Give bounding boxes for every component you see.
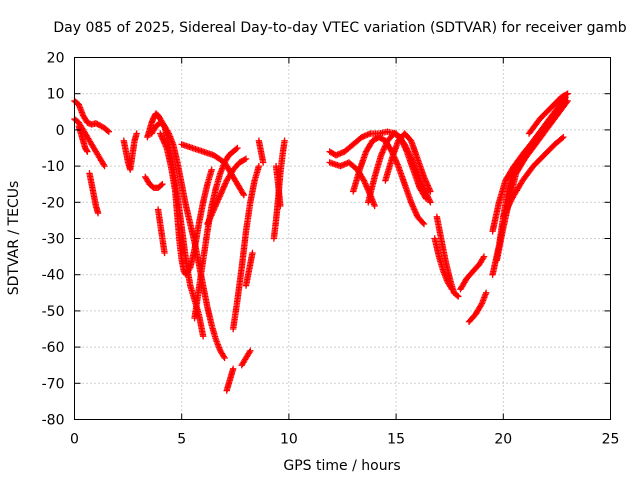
y-tick-label: 0 (56, 123, 65, 139)
data-point (239, 190, 247, 197)
y-axis-label: SDTVAR / TECUs (6, 181, 22, 296)
data-point (359, 176, 367, 183)
data-point (241, 156, 248, 163)
data-point (208, 166, 215, 173)
data-point (220, 353, 227, 360)
data-point (564, 97, 571, 105)
data-point (94, 209, 102, 217)
data-point (426, 197, 433, 205)
data-point (229, 365, 237, 373)
axis-ticks: 0 5 10 15 20 25 20 10 0 -10 -20 -30 -40 -50 -60 -70 -80 (42, 51, 620, 448)
data-point (92, 120, 100, 127)
data-point (502, 209, 509, 216)
data-point (259, 159, 267, 166)
data-point (482, 289, 490, 296)
x-axis-label: GPS time / hours (283, 458, 400, 474)
data-point (255, 162, 263, 170)
data-point (133, 130, 140, 137)
data-point (94, 120, 101, 128)
chart-title: Day 085 of 2025, Sidereal Day-to-day VTE… (53, 20, 626, 36)
y-tick-label: -30 (42, 232, 65, 248)
data-point (158, 181, 165, 189)
data-point (502, 208, 510, 215)
data-point (420, 220, 428, 228)
data-point (448, 285, 456, 293)
data-point (506, 199, 514, 207)
data-point (247, 347, 254, 354)
data-point (480, 253, 488, 260)
y-tick-label: 10 (47, 87, 65, 103)
data-point (427, 188, 434, 195)
data-point (281, 137, 288, 144)
data-point (477, 301, 485, 309)
data-point (83, 147, 90, 154)
data-point (427, 199, 434, 206)
y-tick-label: -40 (42, 268, 65, 284)
x-tick-label: 0 (70, 432, 79, 448)
data-point (422, 194, 429, 201)
y-tick-label: -60 (42, 340, 65, 356)
x-tick-label: 15 (387, 432, 405, 448)
data-point (425, 196, 433, 203)
data-point (104, 127, 111, 135)
data-point (186, 265, 193, 273)
data-point (161, 249, 168, 257)
data-point (277, 202, 284, 210)
data-point (500, 212, 508, 219)
data-point (249, 249, 256, 257)
data-markers (71, 90, 571, 394)
data-point (560, 101, 567, 108)
data-point (505, 202, 512, 209)
data-point (240, 191, 248, 199)
x-tick-label: 5 (177, 432, 186, 448)
data-point (234, 144, 241, 152)
data-point (164, 128, 172, 136)
x-tick-label: 25 (602, 432, 620, 448)
data-point (503, 206, 510, 214)
data-point (246, 348, 253, 356)
data-point (506, 201, 513, 208)
y-tick-label: -80 (42, 413, 65, 429)
data-point (100, 161, 107, 168)
data-point (199, 333, 207, 340)
data-point (560, 133, 567, 141)
data-point (371, 202, 378, 210)
data-point (558, 134, 566, 142)
data-point (504, 205, 511, 212)
data-point (455, 293, 462, 300)
y-tick-label: -10 (42, 159, 65, 175)
data-point (563, 99, 570, 106)
data-point (221, 354, 228, 362)
data-point (101, 162, 108, 170)
y-tick-label: -20 (42, 195, 65, 211)
x-tick-label: 20 (494, 432, 512, 448)
y-tick-label: 20 (47, 51, 65, 67)
data-point (454, 292, 461, 299)
data-point (242, 155, 250, 163)
data-point (105, 128, 113, 135)
data-point (564, 90, 571, 97)
x-tick-label: 10 (280, 432, 298, 448)
y-tick-label: -70 (42, 376, 65, 392)
data-point (507, 198, 514, 205)
data-point (479, 254, 487, 262)
data-point (422, 195, 430, 202)
data-point (559, 102, 566, 110)
data-point (419, 219, 427, 227)
data-point (84, 148, 91, 155)
data-point (504, 203, 512, 211)
data-point (447, 284, 455, 291)
data-point (159, 181, 166, 188)
data-point (501, 210, 508, 218)
data-point (500, 213, 507, 220)
y-tick-label: -50 (42, 304, 65, 320)
data-point (233, 145, 240, 153)
data-point (563, 91, 570, 98)
